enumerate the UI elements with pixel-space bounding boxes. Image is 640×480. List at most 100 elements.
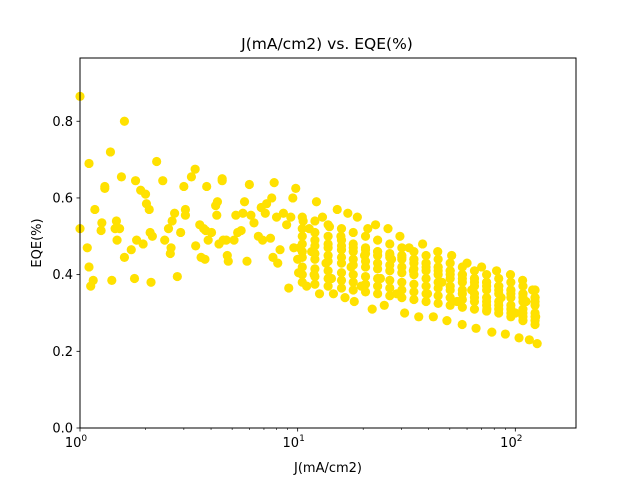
data-point (385, 275, 395, 285)
data-point (397, 293, 407, 303)
data-point (373, 273, 383, 284)
x-axis-label: J(mA/cm2) (293, 461, 362, 476)
data-point (273, 258, 283, 268)
data-point (114, 224, 125, 234)
data-point (169, 208, 180, 218)
data-point (297, 224, 307, 234)
data-point (203, 235, 213, 245)
data-point (348, 227, 358, 238)
data-point (383, 224, 393, 234)
data-point (352, 212, 362, 222)
data-point (409, 264, 419, 274)
data-point (348, 270, 358, 280)
data-point (163, 224, 174, 234)
data-point (518, 308, 528, 318)
data-point (433, 283, 443, 293)
data-point (373, 289, 383, 299)
data-point (82, 243, 92, 253)
data-point (336, 283, 347, 293)
data-point (328, 289, 339, 299)
data-point (323, 239, 333, 249)
data-point (363, 224, 373, 234)
data-point (421, 250, 431, 261)
data-point (267, 193, 277, 203)
plot-frame (79, 57, 577, 429)
data-point (373, 235, 383, 245)
data-point (494, 289, 504, 299)
data-point (229, 235, 239, 245)
data-point (311, 197, 322, 207)
data-point (409, 247, 419, 257)
data-point (506, 312, 516, 322)
data-point (397, 285, 407, 295)
data-point (297, 231, 307, 241)
data-point (147, 231, 157, 241)
data-point (100, 183, 110, 193)
data-point (482, 296, 492, 307)
data-point (190, 164, 200, 174)
data-point (90, 204, 100, 215)
data-point (418, 239, 428, 249)
data-point (532, 339, 542, 349)
data-point (524, 335, 534, 345)
data-point (482, 306, 492, 316)
data-point (297, 277, 307, 287)
data-point (469, 304, 480, 314)
data-point (343, 208, 353, 218)
data-point (445, 273, 455, 284)
data-point (212, 197, 223, 207)
y-axis: 0.0 0.2 0.4 0.6 0.8 (52, 115, 80, 437)
data-point (138, 239, 148, 249)
data-point (336, 268, 347, 278)
data-point (278, 208, 289, 218)
chart-title: J(mA/cm2) vs. EQE(%) (240, 35, 413, 53)
data-point (284, 283, 294, 293)
data-point (469, 281, 480, 291)
data-point (457, 262, 467, 272)
data-points (75, 91, 542, 349)
data-point (244, 179, 254, 190)
data-point (421, 258, 431, 268)
data-point (447, 250, 457, 261)
data-point (269, 178, 279, 188)
data-point (530, 293, 540, 303)
data-point (310, 227, 320, 238)
data-point (88, 275, 98, 285)
data-point (223, 256, 233, 266)
data-point (206, 227, 217, 238)
data-point (152, 156, 162, 167)
data-point (518, 289, 528, 299)
data-point (487, 327, 497, 337)
data-point (373, 258, 383, 268)
data-point (409, 294, 419, 305)
data-point (336, 252, 347, 262)
data-point (186, 172, 197, 182)
data-point (469, 293, 480, 303)
data-point (310, 248, 320, 259)
data-point (397, 252, 407, 262)
data-point (146, 277, 156, 287)
data-point (275, 245, 285, 255)
data-point (421, 273, 431, 284)
data-point (457, 302, 467, 312)
data-point (297, 262, 307, 272)
data-point (433, 254, 443, 264)
data-point (323, 281, 333, 291)
data-point (494, 308, 504, 318)
data-point (288, 193, 298, 203)
data-point (409, 287, 419, 297)
data-point (506, 277, 516, 287)
data-point (336, 275, 347, 285)
data-point (144, 204, 154, 215)
y-tick-label: 0.0 (52, 422, 73, 437)
y-axis-label: EQE(%) (30, 218, 45, 267)
data-point (397, 262, 407, 272)
data-point (265, 233, 276, 243)
data-point (428, 312, 438, 322)
data-point (116, 172, 127, 182)
data-point (119, 252, 130, 262)
data-point (506, 304, 516, 314)
data-point (445, 266, 455, 276)
data-point (530, 300, 540, 310)
